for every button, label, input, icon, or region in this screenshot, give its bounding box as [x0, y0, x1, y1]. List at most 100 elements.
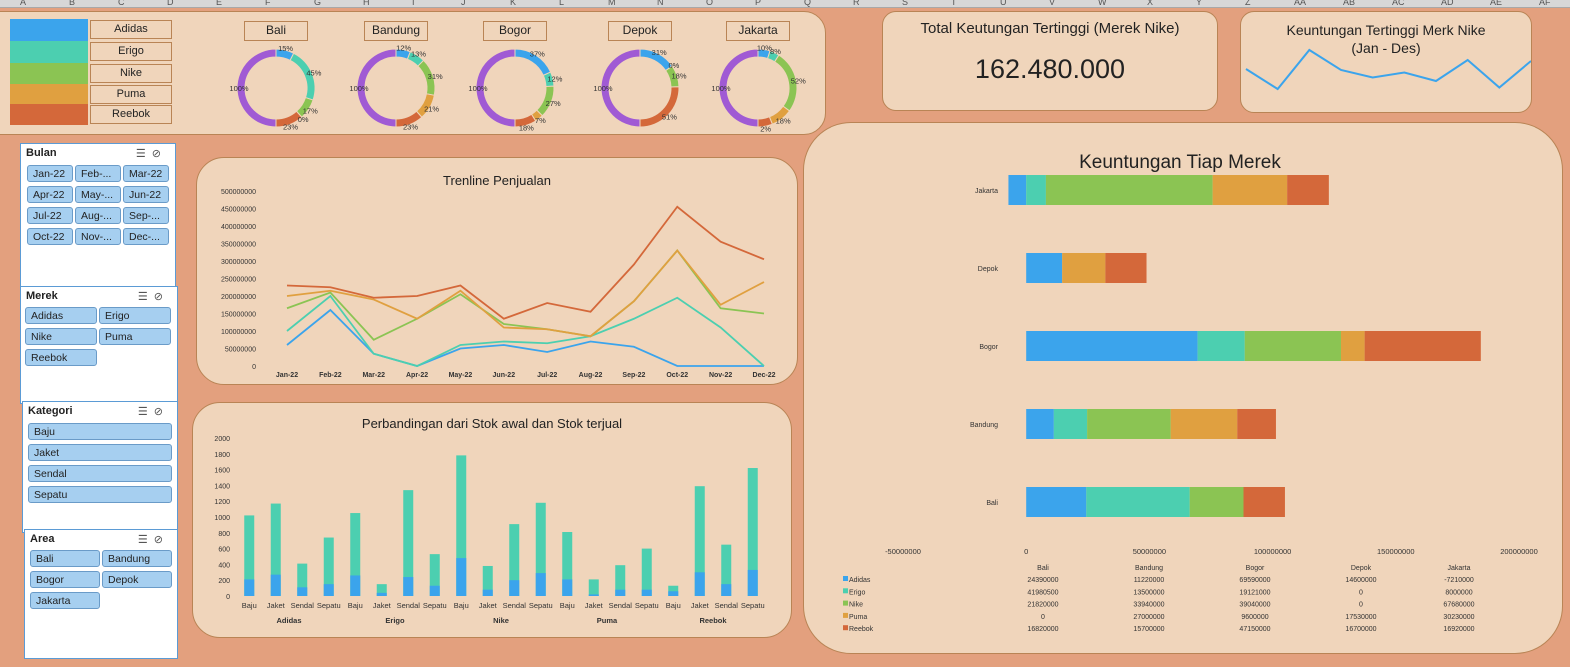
slicer-bulan-item[interactable]: Feb-... — [75, 165, 121, 182]
clear-filter-icon[interactable]: ⊘ — [154, 534, 169, 546]
profit-bar-reebok — [1244, 487, 1285, 517]
column-header-ab[interactable]: AB — [1343, 0, 1355, 7]
slicer-kategori-item[interactable]: Sepatu — [28, 486, 172, 503]
column-header-p[interactable]: P — [755, 0, 761, 7]
slicer-merek-item[interactable]: Reebok — [25, 349, 97, 366]
column-header-a[interactable]: A — [20, 0, 26, 7]
trend-x-tick-label: Dec-22 — [753, 372, 776, 379]
column-header-e[interactable]: E — [216, 0, 222, 7]
multi-select-icon[interactable]: ☰ — [138, 291, 154, 303]
column-header-f[interactable]: F — [265, 0, 271, 7]
slicer-bulan-item[interactable]: Sep-... — [123, 207, 169, 224]
slicer-merek-item[interactable]: Nike — [25, 328, 97, 345]
profit-table-header: Jakarta — [1448, 565, 1471, 572]
slicer-area-item[interactable]: Bali — [30, 550, 100, 567]
profit-table-legend-key — [843, 625, 848, 630]
donut-pct-label: 2% — [760, 124, 771, 133]
column-header-o[interactable]: O — [706, 0, 713, 7]
multi-select-icon[interactable]: ☰ — [138, 534, 154, 546]
column-header-w[interactable]: W — [1098, 0, 1107, 7]
profit-bar-nike — [1087, 409, 1171, 439]
donut-city-label-jakarta: Jakarta — [726, 21, 790, 41]
column-header-ae[interactable]: AE — [1490, 0, 1502, 7]
trend-line-series — [287, 296, 764, 366]
column-header-n[interactable]: N — [657, 0, 664, 7]
slicer-merek-item[interactable]: Erigo — [99, 307, 171, 324]
donut-city-label-depok: Depok — [608, 21, 672, 41]
stock-category-label: Jaket — [267, 601, 286, 610]
donut-pct-label: 27% — [546, 99, 561, 108]
slicer-bulan-item[interactable]: May-... — [75, 186, 121, 203]
trend-line-series — [287, 310, 764, 366]
slicer-bulan-item[interactable]: Jul-22 — [27, 207, 73, 224]
column-header-v[interactable]: V — [1049, 0, 1055, 7]
slicer-bulan-item[interactable]: Dec-... — [123, 228, 169, 245]
slicer-bulan-item[interactable]: Mar-22 — [123, 165, 169, 182]
slicer-bulan-item[interactable]: Nov-... — [75, 228, 121, 245]
slicer-area-item[interactable]: Jakarta — [30, 592, 100, 609]
profit-table-cell: 0 — [1041, 614, 1045, 621]
column-header-r[interactable]: R — [853, 0, 860, 7]
column-header-l[interactable]: L — [559, 0, 564, 7]
slicer-merek-item[interactable]: Adidas — [25, 307, 97, 324]
sparkline-title: Keuntungan Tertinggi Merk Nike — [1241, 22, 1531, 38]
trend-x-tick-label: Mar-22 — [362, 372, 385, 379]
stock-group-label: Reebok — [699, 616, 727, 625]
column-header-i[interactable]: I — [412, 0, 415, 7]
slicer-kategori-item[interactable]: Jaket — [28, 444, 172, 461]
slicer-bulan-item[interactable]: Aug-... — [75, 207, 121, 224]
slicer-kategori-item[interactable]: Sendal — [28, 465, 172, 482]
slicer-area-item[interactable]: Bandung — [102, 550, 172, 567]
slicer-merek: Merek ☰⊘ Adidas Erigo Nike Puma Reebok — [20, 286, 178, 404]
donut-pct-label: 13% — [411, 50, 426, 59]
slicer-area-item[interactable]: Depok — [102, 571, 172, 588]
profit-bar-puma — [1062, 253, 1105, 283]
column-header-t[interactable]: T — [951, 0, 957, 7]
multi-select-icon[interactable]: ☰ — [138, 406, 154, 418]
donut-pct-label: 8% — [770, 47, 781, 56]
multi-select-icon[interactable]: ☰ — [136, 148, 152, 160]
profit-table-cell: 14600000 — [1345, 577, 1376, 584]
stock-category-label: Sepatu — [635, 601, 659, 610]
column-header-af[interactable]: AF — [1539, 0, 1551, 7]
column-header-m[interactable]: M — [608, 0, 616, 7]
profit-bar-adidas — [1026, 331, 1197, 361]
column-header-g[interactable]: G — [314, 0, 321, 7]
column-header-d[interactable]: D — [167, 0, 174, 7]
slicer-merek-item[interactable]: Puma — [99, 328, 171, 345]
column-header-ac[interactable]: AC — [1392, 0, 1405, 7]
stock-y-tick-label: 1600 — [214, 468, 230, 475]
profit-table-cell: 69590000 — [1239, 577, 1270, 584]
column-header-ad[interactable]: AD — [1441, 0, 1454, 7]
column-header-k[interactable]: K — [510, 0, 516, 7]
slicer-bulan-item[interactable]: Jun-22 — [123, 186, 169, 203]
stock-y-tick-label: 1800 — [214, 452, 230, 459]
legend-label-adidas: Adidas — [90, 20, 172, 39]
column-header-h[interactable]: H — [363, 0, 370, 7]
column-header-x[interactable]: X — [1147, 0, 1153, 7]
slicer-bulan-item[interactable]: Apr-22 — [27, 186, 73, 203]
column-header-aa[interactable]: AA — [1294, 0, 1306, 7]
column-header-s[interactable]: S — [902, 0, 908, 7]
slicer-kategori-item[interactable]: Baju — [28, 423, 172, 440]
column-header-u[interactable]: U — [1000, 0, 1007, 7]
clear-filter-icon[interactable]: ⊘ — [154, 406, 169, 418]
column-header-b[interactable]: B — [69, 0, 75, 7]
slicer-area-item[interactable]: Bogor — [30, 571, 100, 588]
clear-filter-icon[interactable]: ⊘ — [152, 148, 167, 160]
stock-terjual-bar — [350, 575, 360, 596]
column-header-z[interactable]: Z — [1245, 0, 1251, 7]
clear-filter-icon[interactable]: ⊘ — [154, 291, 169, 303]
slicer-bulan-item[interactable]: Jan-22 — [27, 165, 73, 182]
profit-bar-adidas — [1008, 175, 1026, 205]
donut-pct-label: 52% — [791, 76, 806, 85]
column-header-y[interactable]: Y — [1196, 0, 1202, 7]
slicer-bulan-item[interactable]: Oct-22 — [27, 228, 73, 245]
column-header-c[interactable]: C — [118, 0, 125, 7]
stock-category-label: Sendal — [609, 601, 633, 610]
profit-bar-reebok — [1365, 331, 1481, 361]
column-header-q[interactable]: Q — [804, 0, 811, 7]
column-header-j[interactable]: J — [461, 0, 466, 7]
stock-y-tick-label: 200 — [218, 578, 230, 585]
profit-bar-erigo — [1198, 331, 1245, 361]
